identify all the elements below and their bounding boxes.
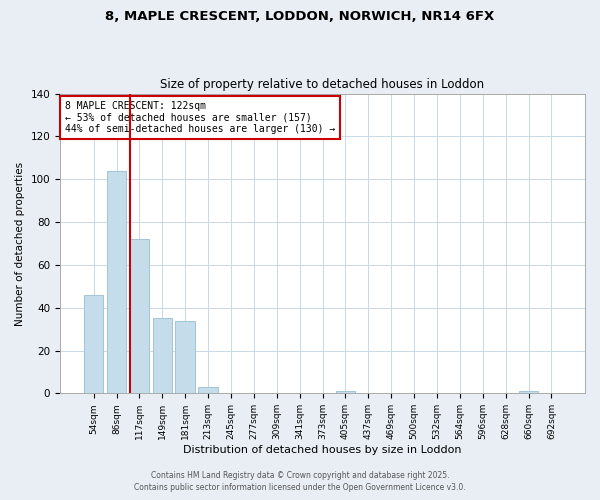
Bar	[519, 391, 538, 394]
Text: Contains HM Land Registry data © Crown copyright and database right 2025.
Contai: Contains HM Land Registry data © Crown c…	[134, 471, 466, 492]
Bar	[199, 387, 218, 394]
Bar	[130, 239, 149, 394]
X-axis label: Distribution of detached houses by size in Loddon: Distribution of detached houses by size …	[183, 445, 462, 455]
Text: 8, MAPLE CRESCENT, LODDON, NORWICH, NR14 6FX: 8, MAPLE CRESCENT, LODDON, NORWICH, NR14…	[106, 10, 494, 23]
Text: 8 MAPLE CRESCENT: 122sqm
← 53% of detached houses are smaller (157)
44% of semi-: 8 MAPLE CRESCENT: 122sqm ← 53% of detach…	[65, 101, 335, 134]
Y-axis label: Number of detached properties: Number of detached properties	[15, 162, 25, 326]
Title: Size of property relative to detached houses in Loddon: Size of property relative to detached ho…	[160, 78, 485, 91]
Bar	[107, 170, 126, 394]
Bar	[152, 318, 172, 394]
Bar	[175, 320, 195, 394]
Bar	[335, 391, 355, 394]
Bar	[84, 295, 103, 394]
